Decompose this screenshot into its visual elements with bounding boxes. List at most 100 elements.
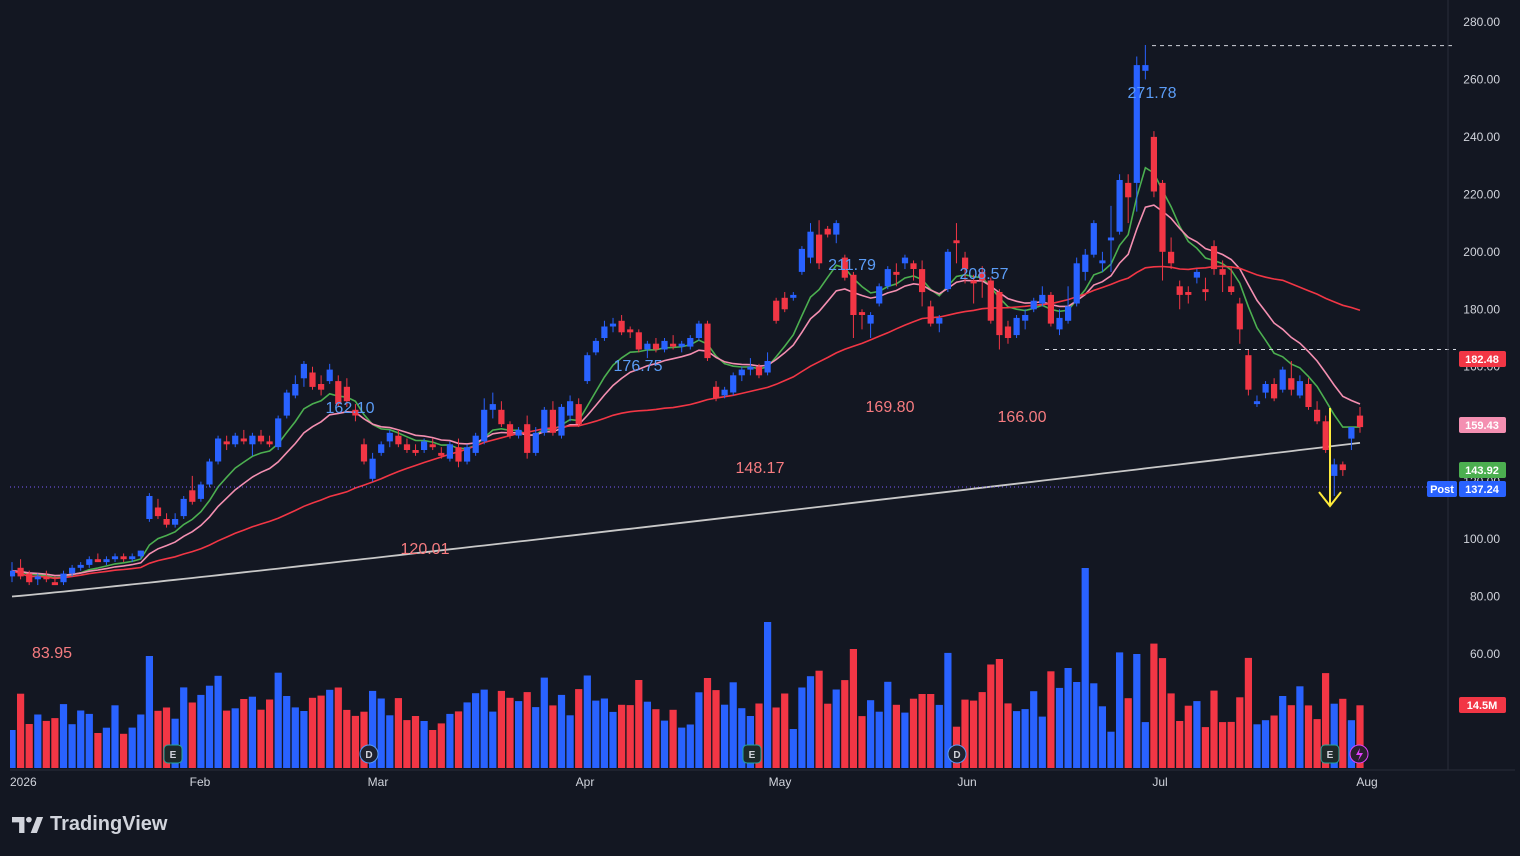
- volume-bar: [961, 699, 969, 768]
- candle-body: [1305, 384, 1312, 407]
- volume-bar: [935, 704, 943, 768]
- volume-bar: [781, 693, 789, 768]
- candles: [10, 44, 1364, 586]
- volume-bar: [1296, 686, 1304, 768]
- volume-bar: [188, 702, 196, 768]
- candle-body: [687, 338, 694, 347]
- volume-bar: [377, 698, 385, 768]
- candle-body: [1271, 384, 1278, 399]
- volume-bar: [746, 716, 754, 768]
- volume-bar: [575, 689, 583, 768]
- price-tag-box: [1459, 697, 1506, 713]
- volume-bar: [1201, 727, 1209, 768]
- candle-body: [1047, 294, 1054, 324]
- candle-body: [979, 271, 986, 281]
- candle-body: [343, 386, 350, 402]
- high-price-label: 162.10: [326, 400, 375, 417]
- candle-body: [137, 550, 144, 557]
- candle-body: [429, 444, 436, 448]
- candle-body: [378, 444, 385, 453]
- volume-bar: [841, 680, 849, 768]
- tradingview-brand[interactable]: TradingView: [12, 813, 167, 836]
- y-tick-label: 220.00: [1463, 187, 1500, 201]
- candle-body: [1159, 182, 1166, 252]
- candle-body: [884, 269, 891, 287]
- candle-body: [515, 429, 522, 436]
- volume-bar: [1013, 711, 1021, 768]
- candle-body: [1314, 409, 1321, 422]
- candle-body: [704, 323, 711, 359]
- volume-bar: [1304, 705, 1313, 768]
- candle-body: [867, 315, 874, 324]
- candle-body: [575, 404, 582, 425]
- high-price-label: 208.57: [960, 266, 1009, 283]
- candle-body: [627, 329, 634, 333]
- volume-bar: [643, 701, 651, 768]
- earnings-event-icon: E: [163, 744, 183, 764]
- volume-bar: [42, 720, 50, 768]
- dividend-event-icon: D: [947, 744, 967, 764]
- candle-body: [1022, 315, 1029, 321]
- volume-bar: [583, 675, 591, 768]
- candle-body: [412, 450, 419, 453]
- volume-bar: [635, 680, 643, 768]
- y-tick-label: 60.00: [1470, 647, 1500, 661]
- candle-body: [300, 363, 307, 379]
- volume-bar: [1038, 716, 1046, 768]
- volume-bar: [918, 694, 926, 768]
- price-chart[interactable]: 83.95 162.10 120.01 176.75 148.17 211.79 169.8…: [10, 0, 1515, 795]
- candle-body: [172, 519, 179, 525]
- volume-bar: [454, 711, 463, 768]
- candle-body: [94, 559, 101, 563]
- volume-bar: [308, 697, 317, 768]
- volume-bar: [1270, 715, 1278, 768]
- volume-bar: [317, 695, 325, 768]
- candle-body: [1228, 286, 1235, 292]
- candle-body: [240, 438, 247, 442]
- candle-body: [1030, 300, 1037, 310]
- volume-bar: [480, 689, 488, 768]
- volume-bar: [1098, 706, 1106, 768]
- y-tick-label: 280.00: [1463, 15, 1500, 29]
- candle-body: [352, 409, 359, 416]
- candle-body: [850, 274, 857, 315]
- volume-bar: [326, 689, 334, 768]
- candle-body: [721, 389, 728, 396]
- candle-body: [86, 559, 93, 565]
- high-price-label: 176.75: [614, 358, 663, 375]
- volume-bar: [403, 720, 411, 768]
- candle-body: [781, 297, 788, 310]
- volume-bar: [51, 718, 59, 768]
- volume-bar: [995, 659, 1003, 768]
- price-annotations: 83.95 162.10 120.01 176.75 148.17 211.79 169.8…: [10, 45, 1456, 662]
- chart-background: [10, 0, 1515, 795]
- volume-bar: [755, 703, 763, 768]
- ma-red-line: [11, 265, 1361, 580]
- candle-body: [790, 294, 797, 298]
- volume-bar: [1279, 696, 1287, 768]
- volume-bar: [68, 724, 76, 768]
- brand-name: TradingView: [50, 813, 168, 835]
- volume-bar: [1347, 720, 1355, 768]
- price-tags: 182.48 159.43 143.92 137.24 Post 14.5M: [1427, 351, 1506, 713]
- volume-bar: [523, 692, 531, 768]
- candle-body: [919, 269, 926, 293]
- volume-bar: [240, 699, 248, 768]
- candle-body: [876, 286, 883, 304]
- low-price-label: 166.00: [998, 409, 1047, 426]
- volume-bar: [901, 712, 909, 768]
- ma-pink-line: [11, 204, 1361, 577]
- volume-bar: [721, 704, 729, 768]
- candle-body: [635, 332, 642, 350]
- candle-body: [567, 401, 574, 416]
- volume-bar: [137, 714, 145, 768]
- chart-frame[interactable]: 83.95 162.10 120.01 176.75 148.17 211.79 169.8…: [10, 0, 1515, 795]
- candle-body: [146, 496, 153, 519]
- svg-text:D: D: [953, 750, 960, 761]
- candle-body: [1176, 286, 1183, 295]
- candle-body: [1236, 303, 1243, 330]
- volume-bar: [1150, 643, 1158, 768]
- price-tag-value: 14.5M: [1467, 700, 1498, 712]
- volume-bar: [729, 682, 737, 768]
- volume-bar: [1322, 673, 1330, 768]
